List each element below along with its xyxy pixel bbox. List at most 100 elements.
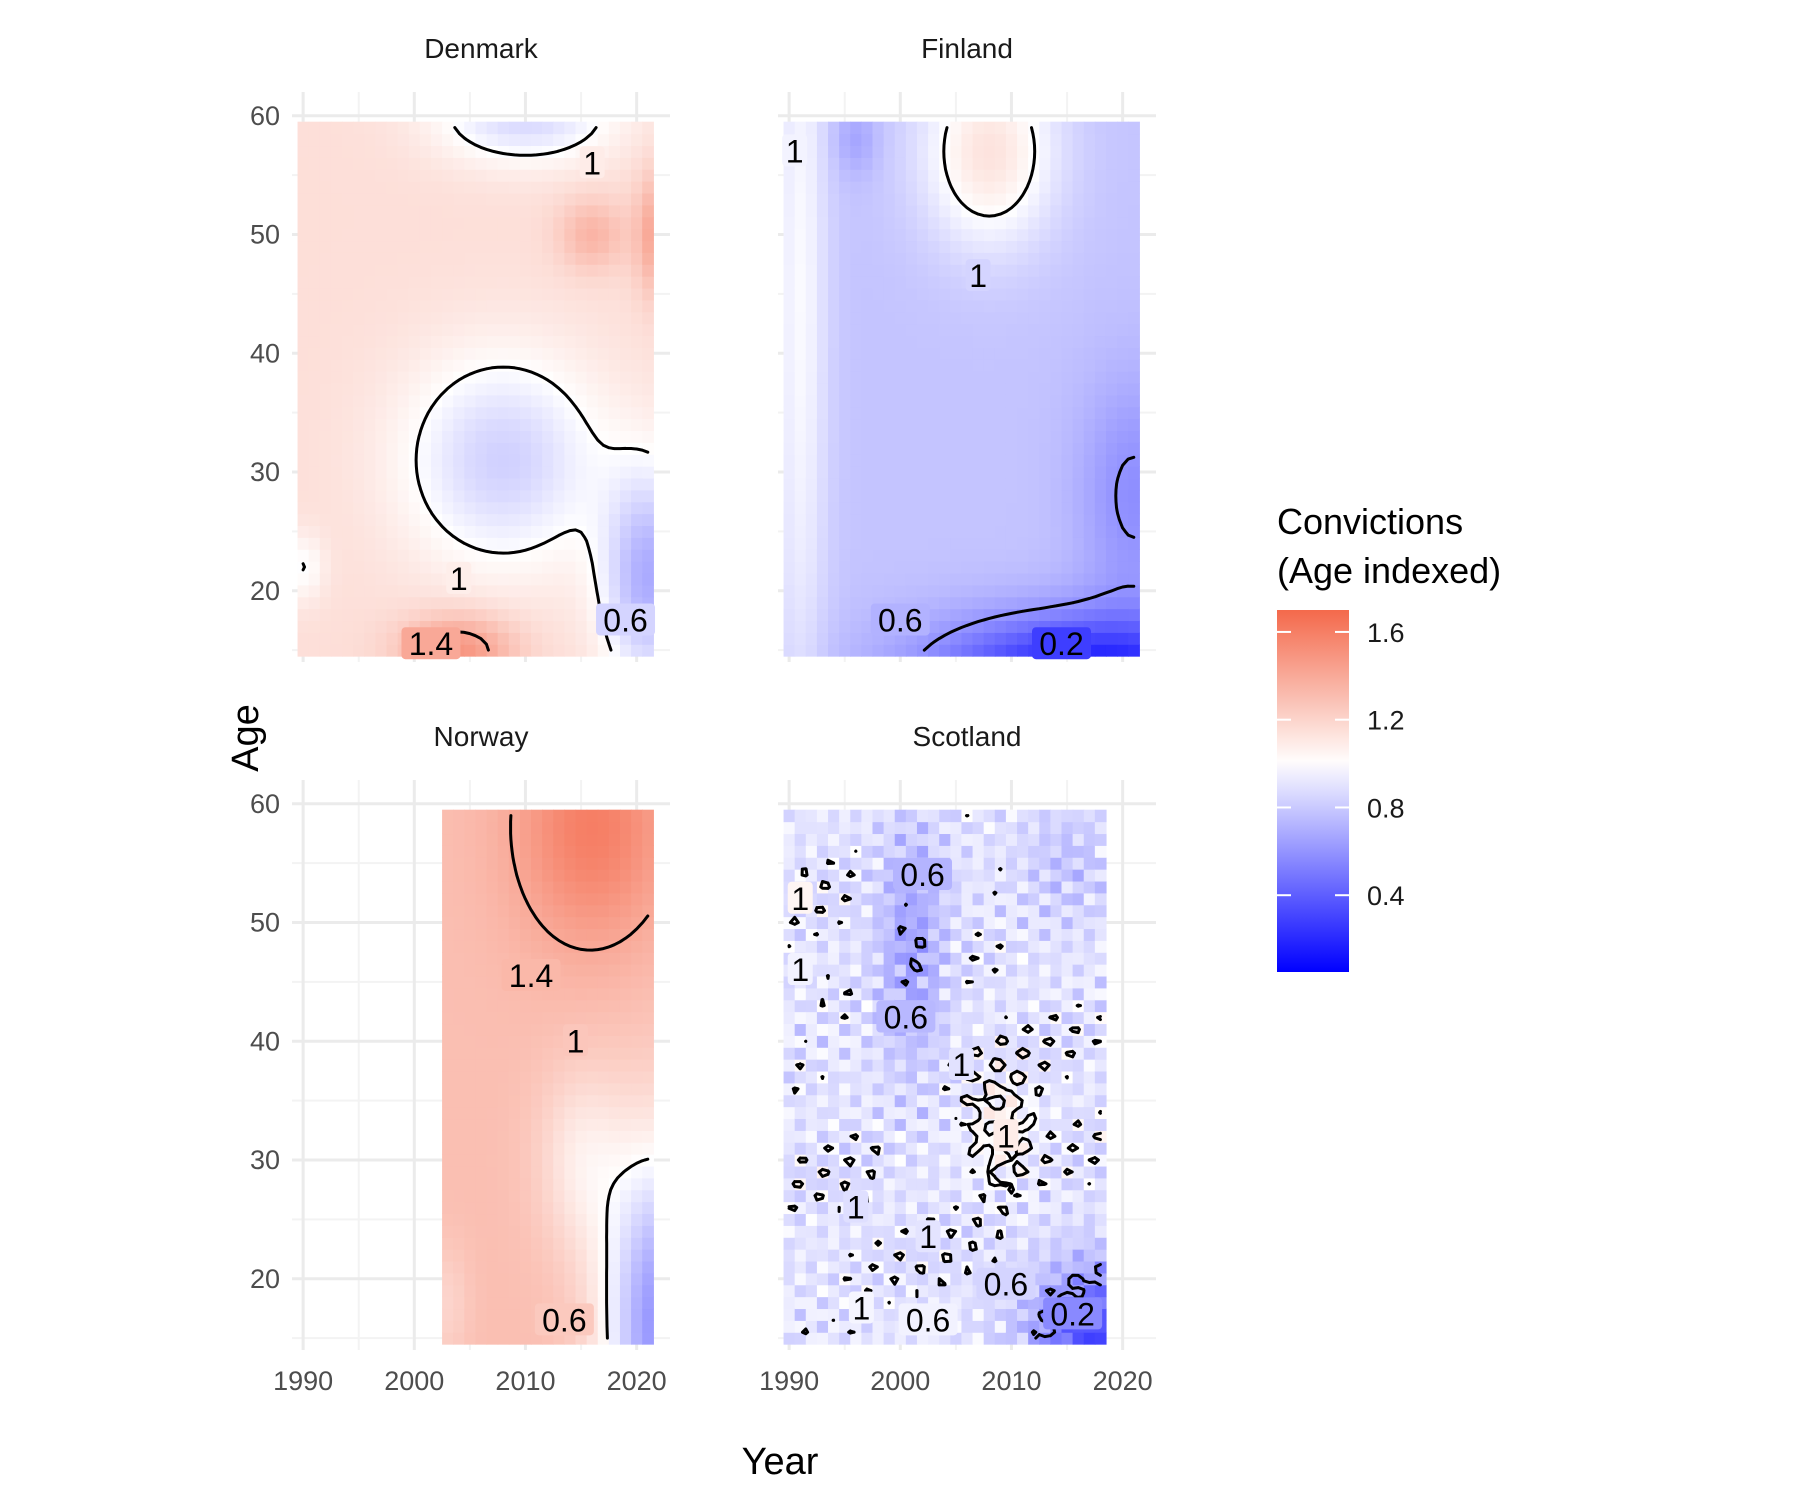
- heat-cell: [1017, 1118, 1029, 1131]
- heat-cell: [575, 1082, 588, 1096]
- heat-cell: [597, 430, 610, 443]
- heat-cell: [586, 501, 599, 515]
- heat-cell: [586, 999, 599, 1013]
- heat-cell: [442, 608, 454, 622]
- heat-cell: [631, 572, 643, 586]
- heat-cell: [816, 1165, 829, 1179]
- heat-cell: [508, 264, 521, 277]
- heat-cell: [961, 892, 974, 906]
- heat-cell: [1028, 418, 1040, 432]
- heat-cell: [939, 276, 951, 289]
- heat-cell: [531, 525, 543, 538]
- heat-cell: [531, 928, 543, 941]
- heat-cell: [894, 311, 907, 325]
- heat-cell: [972, 216, 985, 230]
- heat-cell: [939, 1177, 951, 1191]
- heat-cell: [883, 525, 896, 538]
- heat-cell: [1005, 501, 1018, 515]
- heat-cell: [1105, 418, 1118, 432]
- heat-cell: [619, 904, 632, 918]
- heat-cell: [805, 1047, 818, 1060]
- heat-cell: [442, 596, 454, 610]
- heat-cell: [961, 371, 974, 384]
- heat-cell: [375, 418, 388, 432]
- heat-cell: [1017, 904, 1029, 918]
- heat-cell: [619, 418, 632, 432]
- heat-cell: [1128, 442, 1140, 455]
- heat-cell: [453, 264, 465, 277]
- heat-cell: [1094, 561, 1107, 574]
- heat-cell: [408, 299, 421, 313]
- heat-cell: [386, 513, 399, 527]
- heat-cell: [783, 809, 796, 823]
- heat-cell: [319, 418, 332, 432]
- heat-cell: [894, 406, 907, 420]
- heat-cell: [972, 1260, 985, 1274]
- heat-cell: [1083, 477, 1096, 491]
- heat-cell: [828, 869, 840, 882]
- heat-cell: [905, 1154, 918, 1167]
- heat-cell: [453, 537, 465, 550]
- heat-cell: [430, 477, 443, 491]
- heat-cell: [575, 1130, 588, 1143]
- heat-cell: [972, 940, 985, 953]
- heat-cell: [983, 1142, 996, 1155]
- heat-cell: [950, 382, 963, 396]
- heat-cell: [497, 845, 510, 858]
- heat-cell: [553, 276, 565, 289]
- contour-label: 0.2: [1039, 626, 1083, 662]
- heat-cell: [319, 596, 332, 610]
- heat-cell: [928, 1035, 940, 1048]
- heat-cell: [894, 1177, 907, 1191]
- heat-cell: [1028, 1059, 1040, 1072]
- heat-cell: [464, 1284, 477, 1298]
- heat-cell: [1039, 620, 1051, 633]
- heat-cell: [1005, 1165, 1018, 1179]
- heat-cell: [486, 264, 499, 277]
- heat-cell: [839, 1082, 851, 1096]
- heat-cell: [1061, 620, 1074, 633]
- heat-cell: [542, 561, 554, 574]
- heat-cell: [597, 1130, 610, 1143]
- heat-cell: [308, 513, 321, 527]
- heat-cell: [850, 442, 862, 455]
- heat-cell: [642, 418, 654, 432]
- heat-cell: [453, 252, 465, 265]
- heat-cell: [508, 1165, 521, 1179]
- heat-cell: [597, 299, 610, 313]
- heat-cell: [816, 264, 829, 277]
- contour-label-bg: [870, 603, 930, 636]
- heat-cell: [961, 1154, 974, 1167]
- heat-cell: [994, 1059, 1007, 1072]
- heat-cell: [928, 264, 940, 277]
- heat-cell: [928, 1094, 940, 1108]
- heat-cell: [861, 584, 874, 598]
- heat-cell: [983, 1237, 996, 1250]
- heat-cell: [508, 537, 521, 550]
- heat-cell: [805, 121, 818, 135]
- heat-cell: [983, 489, 996, 503]
- heat-cell: [486, 975, 499, 989]
- heat-cell: [1094, 145, 1107, 158]
- heat-cell: [531, 1023, 543, 1036]
- heat-cell: [861, 287, 874, 301]
- heat-cell: [319, 406, 332, 420]
- heat-cell: [1005, 252, 1018, 265]
- heat-cell: [883, 1320, 896, 1333]
- heat-cell: [994, 952, 1007, 965]
- heat-cell: [983, 1106, 996, 1120]
- heat-cell: [961, 572, 974, 586]
- heat-cell: [1094, 430, 1107, 443]
- heat-cell: [1117, 347, 1129, 360]
- heat-cell: [608, 1237, 621, 1250]
- heat-cell: [883, 406, 896, 420]
- heat-cell: [1128, 632, 1140, 645]
- heat-cell: [1017, 181, 1029, 194]
- heat-cell: [553, 513, 565, 527]
- heat-cell: [375, 133, 388, 147]
- heat-cell: [553, 1023, 565, 1036]
- heat-cell: [353, 608, 365, 622]
- heat-cell: [531, 1177, 543, 1191]
- heat-cell: [564, 1142, 577, 1155]
- heat-cell: [850, 169, 862, 182]
